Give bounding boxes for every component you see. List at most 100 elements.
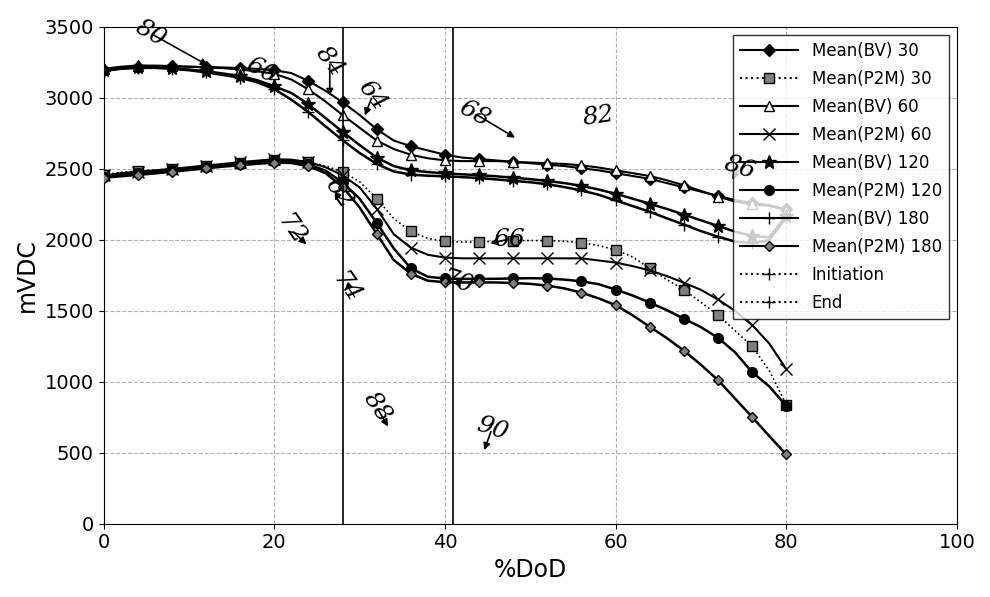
Mean(P2M) 180	[627, 312, 639, 319]
Mean(BV) 60	[148, 62, 160, 69]
Mean(P2M) 30	[115, 169, 127, 176]
Mean(BV) 120	[490, 173, 502, 180]
Mean(BV) 120	[610, 190, 622, 198]
Mean(P2M) 60	[353, 184, 365, 191]
Mean(P2M) 120	[337, 179, 348, 186]
Mean(P2M) 180	[780, 451, 792, 458]
Mean(P2M) 120	[456, 275, 468, 282]
Mean(P2M) 180	[542, 282, 553, 289]
Mean(P2M) 120	[712, 334, 724, 341]
Mean(P2M) 30	[405, 228, 417, 235]
Mean(BV) 180	[217, 72, 229, 79]
Mean(BV) 60	[235, 66, 247, 73]
Mean(P2M) 180	[592, 295, 604, 302]
Mean(P2M) 180	[575, 289, 587, 296]
Text: 86: 86	[721, 152, 757, 183]
Mean(BV) 180	[745, 239, 757, 247]
Mean(BV) 30	[370, 125, 382, 133]
Mean(BV) 180	[337, 137, 348, 144]
Mean(P2M) 30	[678, 286, 690, 293]
Mean(P2M) 60	[695, 286, 707, 293]
Mean(P2M) 30	[217, 161, 229, 168]
Line: Mean(BV) 180: Mean(BV) 180	[97, 61, 792, 249]
Mean(P2M) 180	[217, 163, 229, 170]
Mean(BV) 120	[695, 217, 707, 224]
Mean(BV) 120	[507, 174, 519, 181]
Mean(BV) 120	[524, 176, 536, 183]
Mean(P2M) 30	[524, 237, 536, 244]
Mean(P2M) 60	[610, 259, 622, 266]
Mean(P2M) 30	[439, 238, 450, 245]
Text: 88: 88	[358, 387, 395, 427]
Mean(P2M) 120	[439, 275, 450, 282]
Mean(P2M) 60	[370, 205, 382, 212]
Line: Mean(P2M) 120: Mean(P2M) 120	[99, 156, 791, 411]
Line: Mean(BV) 120: Mean(BV) 120	[97, 60, 793, 244]
Mean(BV) 60	[98, 65, 110, 72]
Mean(P2M) 120	[763, 383, 775, 390]
Mean(BV) 60	[712, 193, 724, 200]
Mean(BV) 60	[166, 63, 178, 70]
Mean(P2M) 30	[780, 401, 792, 408]
Mean(BV) 30	[183, 63, 195, 70]
Mean(BV) 180	[627, 202, 639, 210]
Mean(P2M) 180	[251, 160, 263, 167]
Mean(P2M) 180	[405, 270, 417, 277]
Mean(P2M) 60	[524, 255, 536, 262]
Mean(BV) 180	[320, 123, 332, 130]
Mean(P2M) 180	[98, 174, 110, 181]
Mean(P2M) 60	[507, 255, 519, 262]
Mean(BV) 120	[166, 64, 178, 72]
Mean(P2M) 120	[575, 278, 587, 285]
Mean(P2M) 30	[200, 162, 212, 170]
Mean(P2M) 30	[627, 253, 639, 260]
Mean(BV) 60	[183, 63, 195, 70]
Mean(P2M) 120	[98, 173, 110, 180]
Mean(P2M) 120	[542, 275, 553, 282]
Mean(P2M) 30	[507, 237, 519, 244]
Mean(P2M) 120	[473, 275, 485, 282]
Mean(BV) 120	[644, 200, 655, 207]
Mean(BV) 30	[115, 64, 127, 71]
Mean(BV) 180	[729, 238, 741, 245]
Mean(P2M) 120	[388, 245, 400, 252]
Mean(BV) 30	[302, 78, 314, 85]
Mean(BV) 120	[558, 180, 570, 187]
Mean(P2M) 120	[507, 275, 519, 282]
Mean(P2M) 120	[745, 368, 757, 376]
Mean(BV) 60	[610, 167, 622, 174]
Mean(P2M) 180	[285, 159, 297, 167]
Mean(P2M) 30	[132, 167, 144, 174]
Mean(P2M) 120	[166, 167, 178, 174]
Text: 80: 80	[131, 16, 170, 51]
Mean(BV) 30	[542, 161, 553, 168]
Mean(P2M) 30	[166, 165, 178, 173]
Mean(P2M) 180	[439, 279, 450, 286]
Mean(BV) 60	[456, 158, 468, 165]
Mean(P2M) 180	[132, 171, 144, 179]
Mean(BV) 180	[592, 191, 604, 198]
Mean(P2M) 60	[302, 159, 314, 166]
Mean(P2M) 30	[388, 215, 400, 222]
Mean(P2M) 120	[422, 273, 434, 281]
Legend: Mean(BV) 30, Mean(P2M) 30, Mean(BV) 60, Mean(P2M) 60, Mean(BV) 120, Mean(P2M) 12: Mean(BV) 30, Mean(P2M) 30, Mean(BV) 60, …	[733, 35, 948, 319]
Text: 64: 64	[353, 76, 391, 115]
Mean(BV) 30	[235, 64, 247, 72]
Mean(BV) 180	[405, 171, 417, 178]
Mean(BV) 120	[320, 115, 332, 122]
Mean(P2M) 60	[251, 157, 263, 164]
Mean(BV) 60	[132, 62, 144, 69]
Mean(P2M) 120	[183, 165, 195, 172]
Mean(P2M) 180	[507, 279, 519, 287]
Mean(P2M) 180	[473, 279, 485, 286]
Mean(BV) 60	[217, 64, 229, 72]
Mean(P2M) 180	[200, 165, 212, 172]
Mean(BV) 120	[268, 83, 280, 90]
Mean(BV) 60	[268, 70, 280, 78]
Mean(BV) 30	[507, 158, 519, 165]
Mean(BV) 120	[285, 90, 297, 97]
Mean(P2M) 180	[763, 432, 775, 439]
Mean(BV) 180	[575, 187, 587, 194]
Mean(BV) 60	[575, 162, 587, 169]
Mean(P2M) 180	[337, 183, 348, 190]
